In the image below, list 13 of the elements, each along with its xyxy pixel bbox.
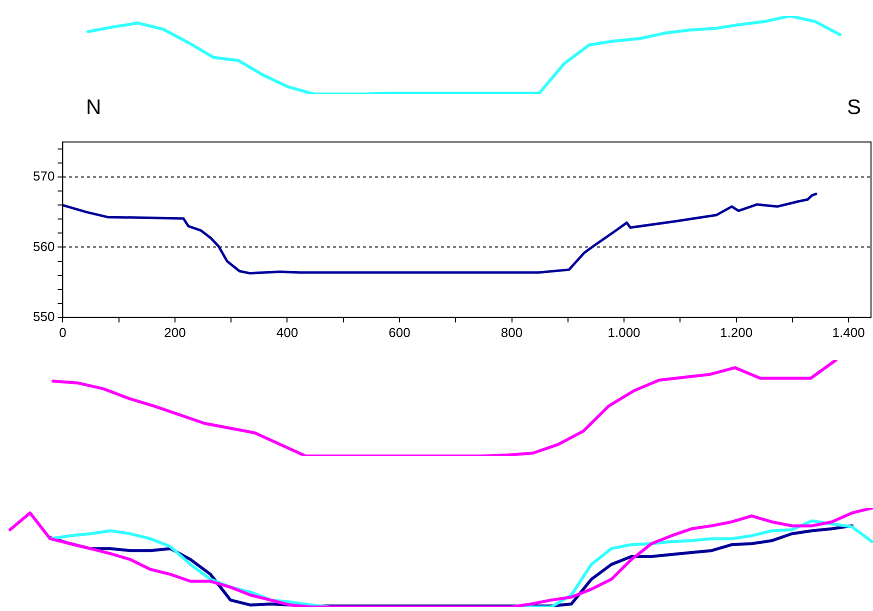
x-tick-label: 800	[500, 324, 523, 340]
x-tick-label: 600	[388, 324, 410, 340]
x-tick-label: 1.400	[832, 324, 865, 340]
text: N	[86, 96, 102, 120]
text: S	[846, 96, 861, 120]
x-tick-label: 0	[59, 324, 66, 340]
y-tick-label: 550	[32, 308, 55, 324]
y-tick-label: 570	[32, 168, 55, 184]
x-tick-label: 1.200	[720, 324, 753, 340]
y-tick-label: 560	[32, 238, 55, 254]
x-tick-label: 400	[276, 324, 298, 340]
x-tick-label: 1.000	[608, 324, 640, 340]
x-tick-label: 200	[164, 324, 186, 340]
